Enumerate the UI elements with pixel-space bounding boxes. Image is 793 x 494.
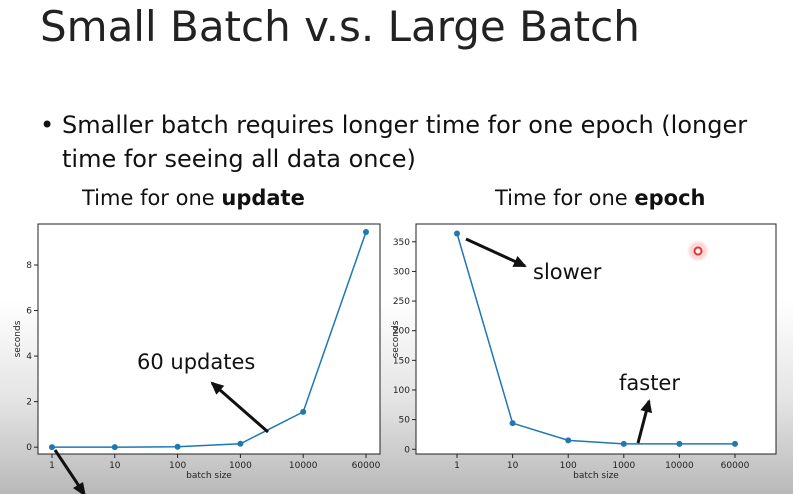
y-tick-label: 100 <box>393 386 410 396</box>
annotation-arrow <box>53 449 81 487</box>
annotation-arrow <box>211 381 269 434</box>
data-point <box>509 420 516 427</box>
data-point <box>565 437 572 444</box>
heading-prefix: Time for one <box>82 186 222 210</box>
series-line <box>52 231 367 448</box>
epoch-time-chart: 0 50 100 150 200 250 300 350 1 10 100 1000 10000 6000… <box>391 223 777 481</box>
heading-bold: update <box>221 186 305 210</box>
data-point <box>363 228 369 235</box>
bullet-dot-icon: • <box>40 111 55 139</box>
update-time-chart: 0 2 4 6 8 1 10 100 1000 10000 60000 batch size secon… <box>13 223 381 494</box>
x-tick-label: 10 <box>109 461 121 471</box>
slide-title: Small Batch v.s. Large Batch <box>40 2 640 51</box>
data-point <box>300 408 307 415</box>
x-tick-label: 100 <box>169 461 186 471</box>
heading-bold: epoch <box>634 186 706 210</box>
annotation-label: slower <box>533 260 602 284</box>
x-tick-label: 60000 <box>721 461 750 471</box>
y-tick-label: 350 <box>393 238 410 248</box>
y-tick-label: 250 <box>393 297 410 307</box>
arrow-head-icon <box>640 399 653 414</box>
laser-pointer-icon <box>687 240 709 262</box>
heading-prefix: Time for one <box>495 186 635 210</box>
update-time-panel: Time for one update 0 2 4 6 8 1 10 100 1000 10000… <box>0 186 396 494</box>
annotation-label: faster <box>619 371 680 395</box>
y-tick-label: 300 <box>393 267 410 277</box>
y-tick-label: 2 <box>26 398 32 408</box>
x-tick-label: 10000 <box>665 461 694 471</box>
arrow-head-icon <box>73 482 86 494</box>
data-point <box>111 444 118 451</box>
y-axis-title: seconds <box>13 320 23 357</box>
data-point <box>732 440 738 447</box>
bullet-point: • Smaller batch requires longer time for… <box>40 108 760 176</box>
epoch-time-panel: Time for one epoch 0 50 100 150 200 250 300 350… <box>391 186 793 494</box>
data-point <box>49 444 55 451</box>
y-tick-label: 200 <box>393 327 410 337</box>
x-tick-label: 1000 <box>229 461 252 471</box>
series-line <box>456 233 735 445</box>
bullet-text: Smaller batch requires longer time for o… <box>62 111 748 173</box>
plot-frame <box>415 223 777 455</box>
y-tick-label: 0 <box>26 443 32 453</box>
x-tick-label: 1 <box>454 461 460 471</box>
data-point <box>676 440 683 447</box>
y-tick-label: 0 <box>404 445 410 455</box>
data-point <box>620 440 627 447</box>
x-tick-label: 1000 <box>612 461 635 471</box>
arrow-head-icon <box>512 255 527 267</box>
y-tick-label: 8 <box>26 261 32 271</box>
data-point <box>174 443 181 450</box>
panel-heading-epoch: Time for one epoch <box>495 186 793 210</box>
x-tick-label: 100 <box>560 461 577 471</box>
x-tick-label: 10000 <box>289 461 318 471</box>
y-tick-label: 50 <box>399 416 411 426</box>
x-tick-label: 10 <box>507 461 519 471</box>
x-tick-label: 1 <box>49 461 55 471</box>
x-tick-label: 60000 <box>352 461 381 471</box>
data-point <box>237 440 244 447</box>
arrow-head-icon <box>210 381 225 395</box>
annotation-label: 60 updates <box>137 350 255 374</box>
y-tick-label: 150 <box>393 356 410 366</box>
panel-heading-update: Time for one update <box>82 186 478 210</box>
plot-frame <box>37 223 381 455</box>
y-tick-label: 6 <box>26 307 32 317</box>
data-point <box>454 230 460 237</box>
x-axis-title: batch size <box>573 471 619 481</box>
x-axis-title: batch size <box>186 471 232 481</box>
y-axis-title: seconds <box>391 320 401 357</box>
y-tick-label: 4 <box>26 352 32 362</box>
